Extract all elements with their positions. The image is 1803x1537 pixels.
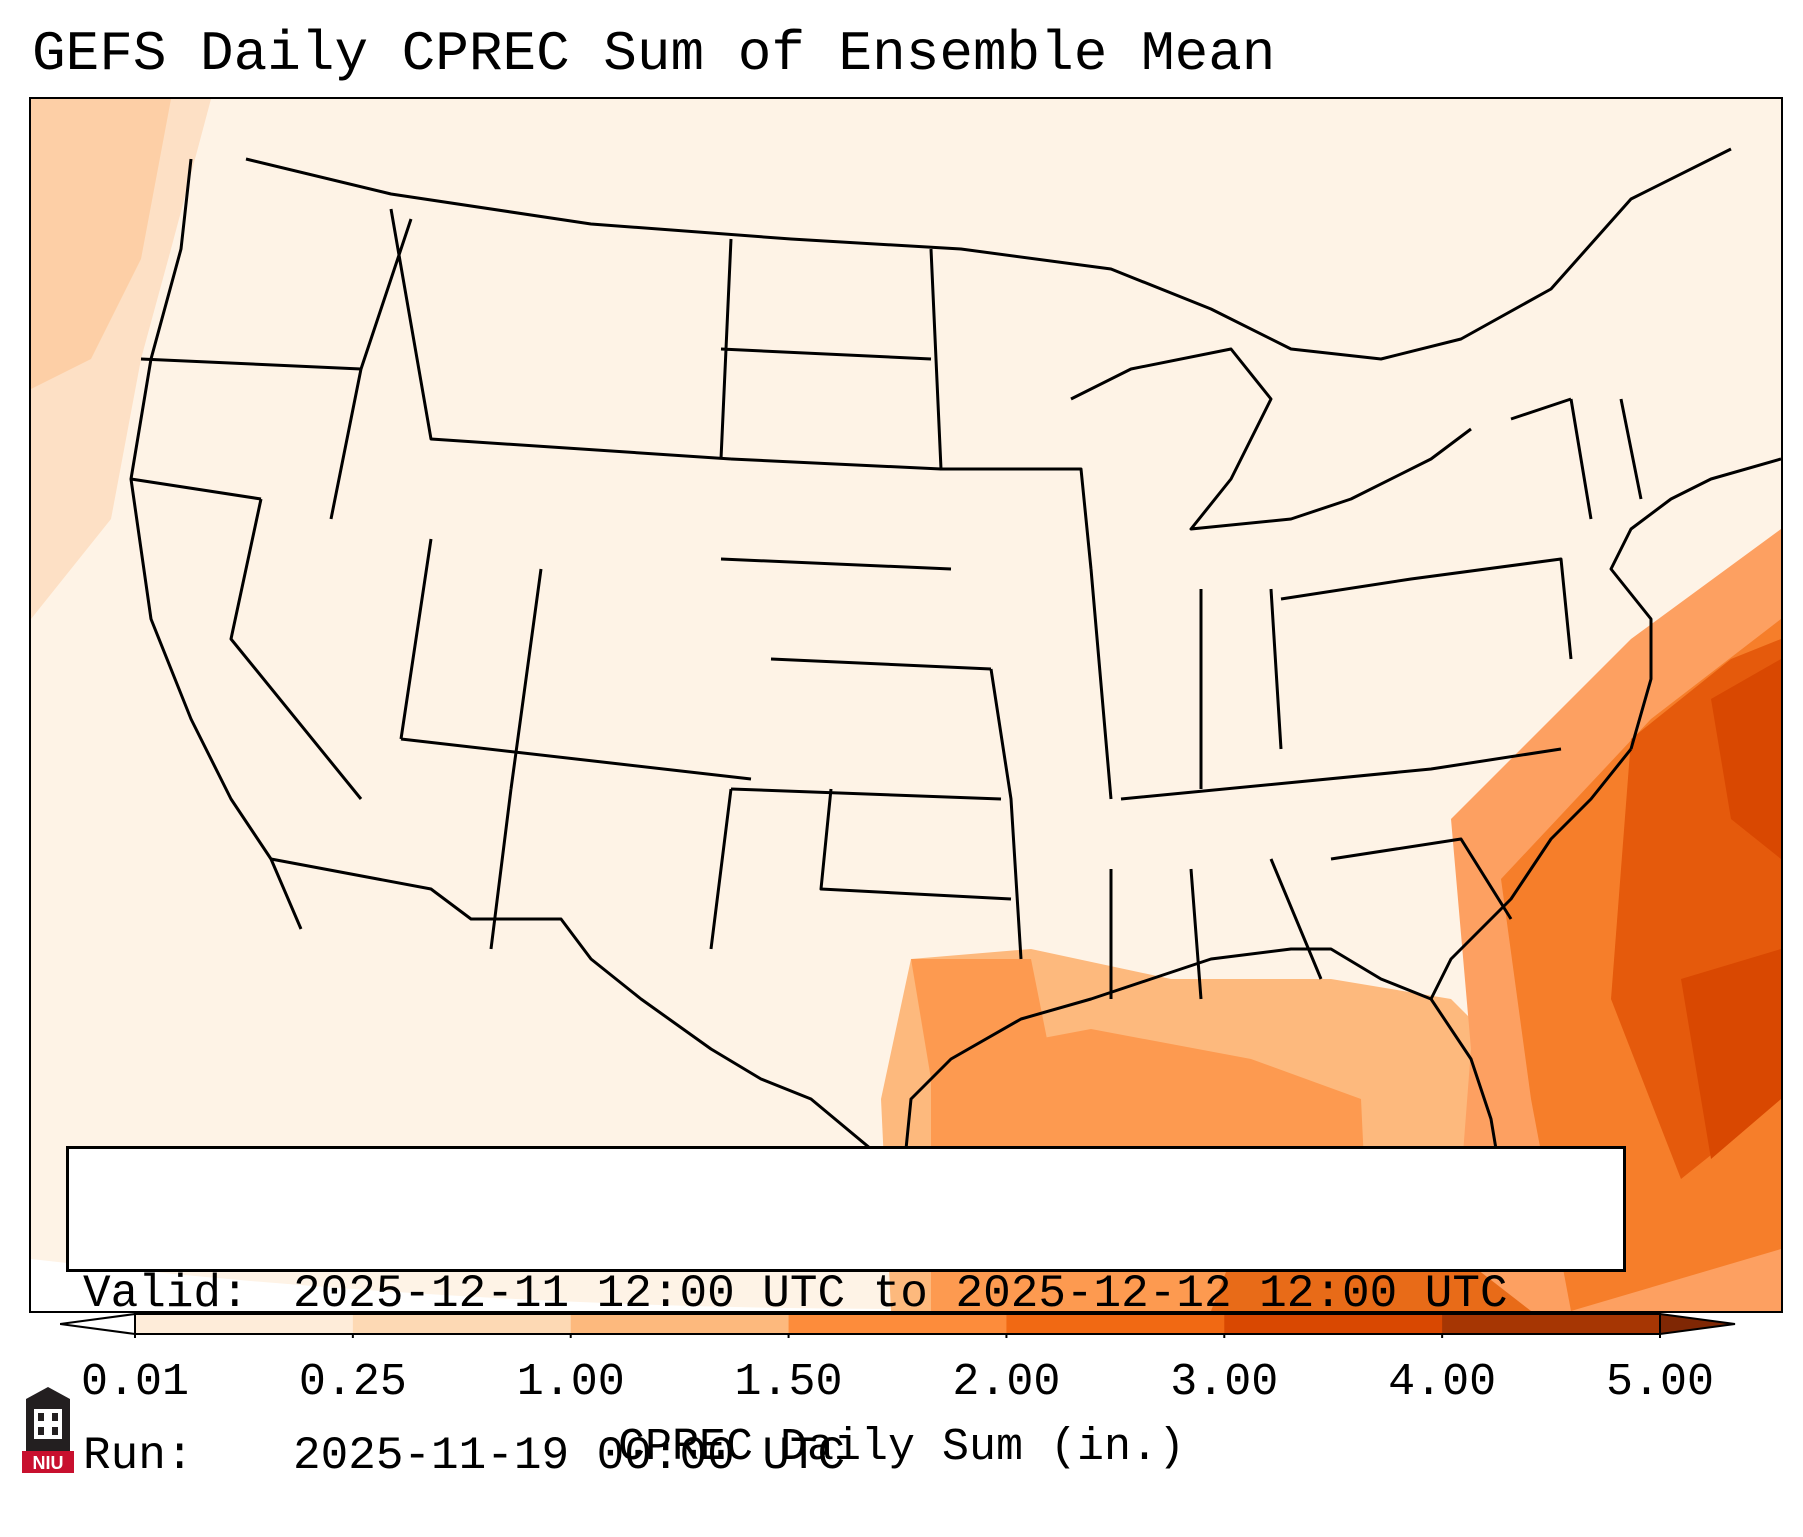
state-line-il-in — [1089, 568, 1283, 800]
colorbar-tick-label: 0.01 — [80, 1357, 190, 1408]
niu-logo: NIU — [22, 1387, 74, 1473]
colorbar-tick-label: 5.00 — [1605, 1357, 1715, 1408]
colorbar-tick-label: 1.00 — [516, 1357, 625, 1408]
valid-label: Valid: — [83, 1268, 249, 1320]
colorbar-segment — [1442, 1314, 1661, 1334]
state-line-carolinas — [1330, 837, 1513, 920]
state-line-nv — [229, 498, 363, 800]
gulf-coast — [899, 947, 1503, 1200]
precip-atlantic-peak2 — [1681, 949, 1781, 1159]
pacific-coast — [129, 158, 303, 930]
state-line-az-nm — [489, 788, 733, 950]
state-line-ne-ks — [720, 557, 1002, 801]
colorbar-title: CPREC Daily Sum (in.) — [617, 1422, 1186, 1473]
colorbar-tick-label: 0.25 — [298, 1357, 407, 1408]
state-line-mo-ar — [989, 668, 1023, 960]
state-line-or-ca — [130, 477, 262, 501]
state-line-ms-al-ga — [1109, 858, 1323, 1000]
valid-time: 2025-12-11 12:00 UTC to 2025-12-12 12:00… — [293, 1268, 1508, 1320]
political-boundaries — [129, 147, 1781, 1200]
logo-text: NIU — [33, 1453, 64, 1473]
state-line-wa-or — [140, 357, 362, 371]
precip-pacific-core — [31, 99, 171, 389]
map-panel — [29, 97, 1783, 1313]
state-line-ut-co — [399, 538, 752, 790]
colorbar-segment — [1006, 1314, 1225, 1334]
colorbar-tick-label: 2.00 — [952, 1357, 1061, 1408]
state-line-new-england — [1510, 397, 1643, 520]
run-time: 2025-11-19 00:00 UTC — [293, 1430, 846, 1482]
great-lakes — [1070, 347, 1472, 531]
validity-info-box: Valid: 2025-12-11 12:00 UTC to 2025-12-12… — [66, 1146, 1626, 1482]
run-label: Run: — [83, 1430, 194, 1482]
colorbar-segment — [788, 1314, 1007, 1334]
precip-texas-coast — [911, 959, 1051, 1079]
colorbar-tick-label: 1.50 — [734, 1357, 843, 1408]
colorbar-segment — [1224, 1314, 1443, 1334]
state-line-mt-wy — [389, 208, 732, 461]
mexico-border — [270, 857, 903, 1200]
valid-row: Valid: 2025-12-11 12:00 UTC to 2025-12-12… — [83, 1267, 1609, 1321]
colorbar — [60, 1312, 1736, 1338]
state-line-oh-pa — [1280, 557, 1573, 660]
map-title: GEFS Daily CPREC Sum of Ensemble Mean — [32, 22, 1276, 86]
colorbar-outline — [134, 1313, 1661, 1335]
colorbar-tick-label: 4.00 — [1388, 1357, 1497, 1408]
colorbar-ticks: 0.01 0.25 1.00 1.50 2.00 3.00 4.00 5.00 — [0, 1355, 1803, 1415]
colorbar-segment — [570, 1314, 790, 1334]
colorbar-over-extend — [1659, 1312, 1736, 1336]
colorbar-segment — [352, 1314, 572, 1334]
canada-us-border — [245, 147, 1732, 361]
state-line-id — [329, 218, 413, 520]
logo-badge — [22, 1451, 74, 1473]
run-row: Run: 2025-11-19 00:00 UTC — [83, 1429, 1609, 1483]
atlantic-coast — [1609, 457, 1781, 750]
precip-atlantic-peak — [1711, 659, 1781, 859]
colorbar-tick-label: 3.00 — [1170, 1357, 1279, 1408]
precipitation-map — [31, 99, 1781, 1311]
state-line-ky-tn — [1120, 747, 1562, 801]
colorbar-segment — [135, 1314, 354, 1334]
florida-coast — [1429, 748, 1633, 1000]
state-line-dakotas — [719, 238, 942, 471]
state-line-mn-ia — [929, 248, 1093, 570]
colorbar-under-extend — [60, 1312, 136, 1336]
state-line-ok-tx — [819, 788, 1012, 901]
